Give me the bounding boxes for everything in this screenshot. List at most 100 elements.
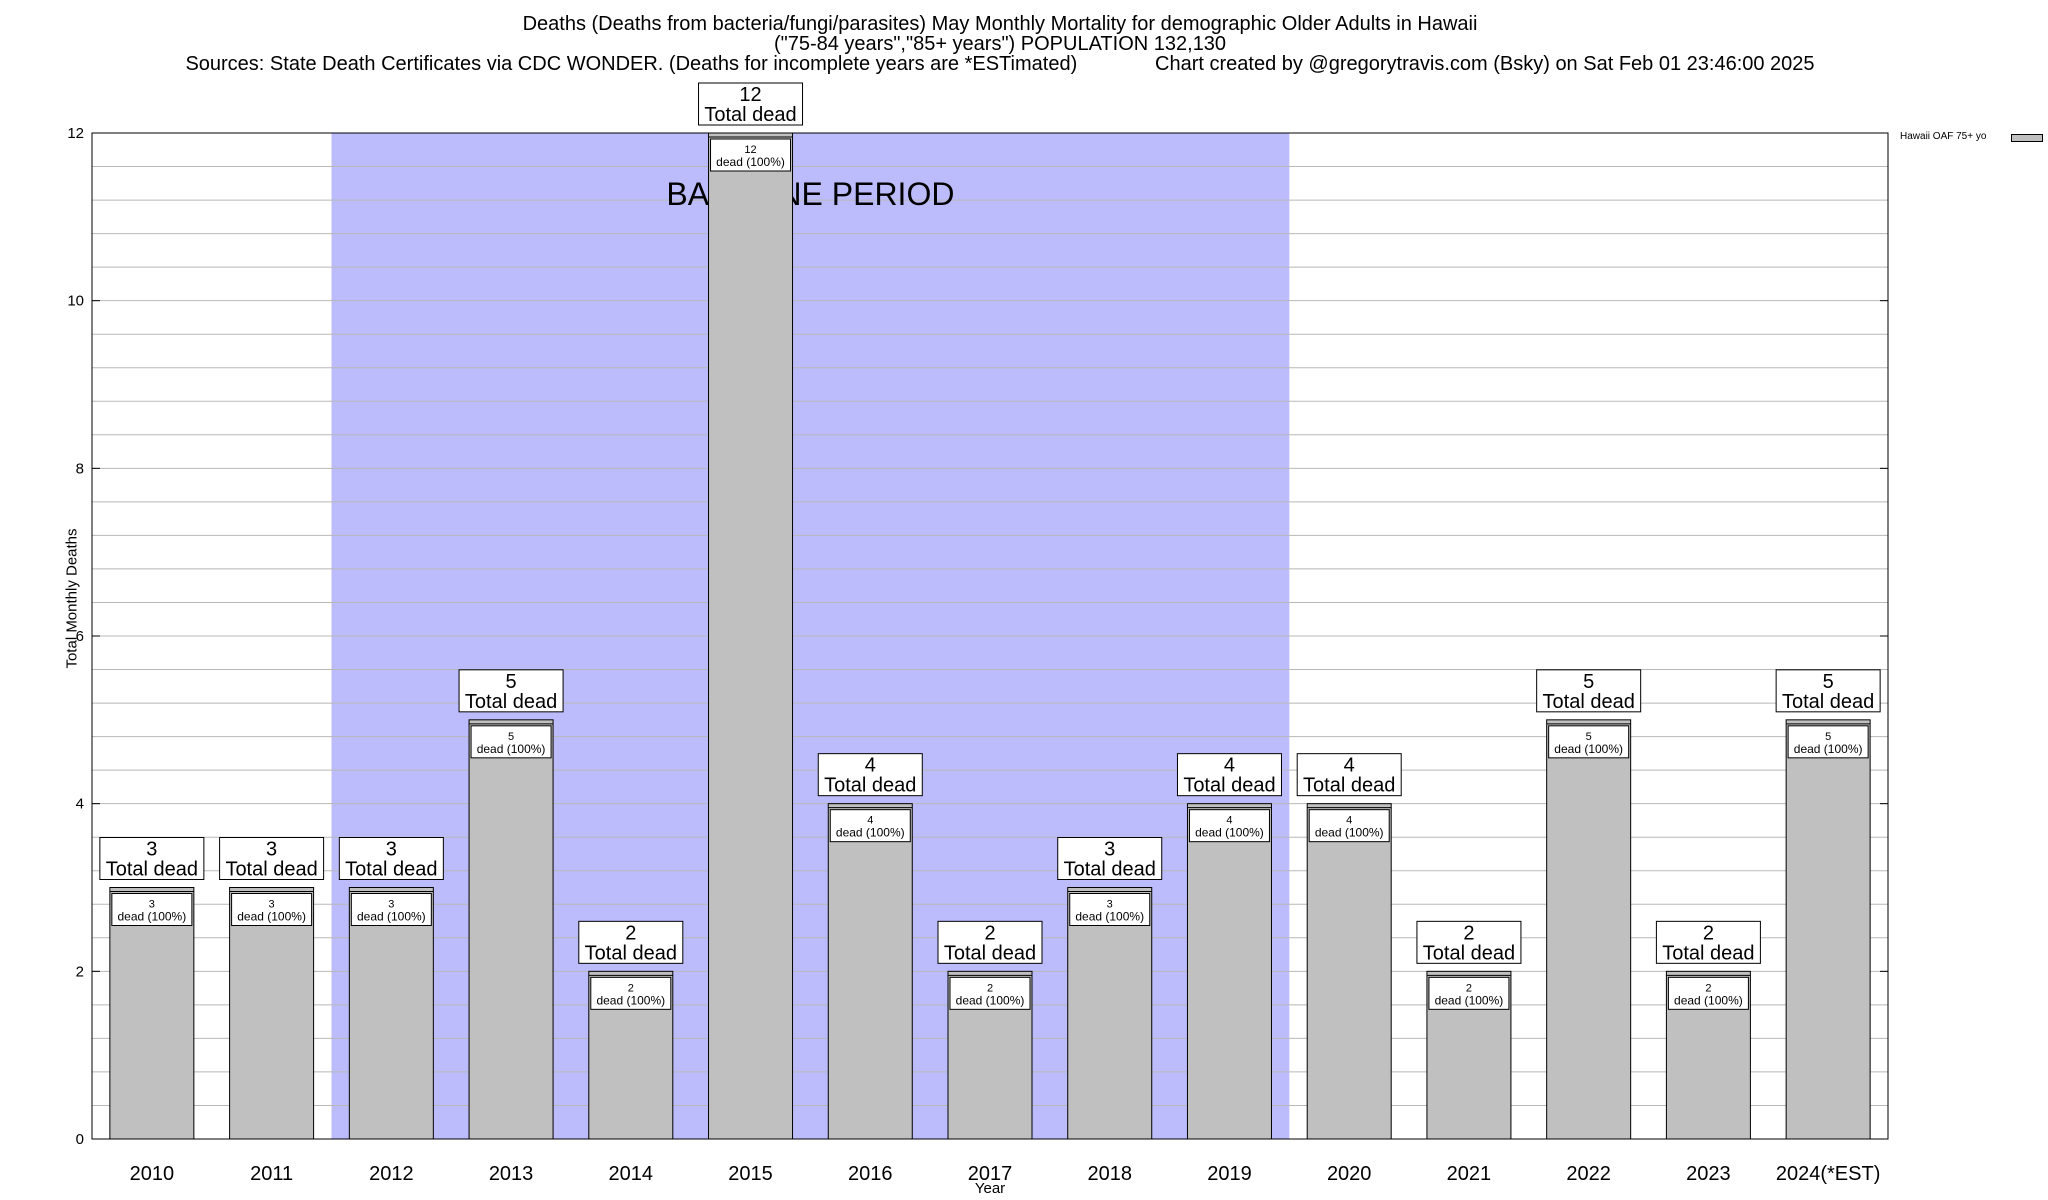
bar-inner-label-box xyxy=(590,976,672,1010)
bar-total-label: Total dead xyxy=(704,104,796,126)
chart-subtitle: ("75-84 years","85+ years") POPULATION 1… xyxy=(773,33,1227,55)
bar xyxy=(1067,887,1153,1140)
bar-inner-label-box xyxy=(949,976,1031,1010)
bar-value-label: 2 xyxy=(625,922,636,944)
bar-inner-label: dead (100%) xyxy=(1435,993,1504,1007)
bar-inner-label: dead (100%) xyxy=(1195,826,1264,840)
bar-inner-value: 2 xyxy=(987,982,993,994)
x-tick-label: 2010 xyxy=(130,1163,175,1185)
bar-top-label-box xyxy=(99,837,205,880)
bar-inner-value: 4 xyxy=(1226,815,1232,827)
bar-top-label-box xyxy=(817,753,923,797)
bar-top-label-box xyxy=(1176,753,1282,797)
x-tick-label: 2017 xyxy=(968,1163,1013,1185)
bar xyxy=(348,887,434,1140)
bar-inner-value: 5 xyxy=(1586,731,1592,743)
bar-inner-label: dead (100%) xyxy=(357,910,426,924)
bar-top-label-box xyxy=(219,837,325,880)
bar-total-label: Total dead xyxy=(1183,775,1275,797)
bar-inner-label: dead (100%) xyxy=(1794,742,1863,756)
bar-inner-label-box xyxy=(710,138,792,172)
bar-inner-label-box xyxy=(1308,809,1390,843)
bar-inner-label: dead (100%) xyxy=(1674,993,1743,1007)
bar-value-label: 3 xyxy=(1104,839,1115,861)
x-tick-label: 2012 xyxy=(369,1163,414,1185)
x-tick-label: 2021 xyxy=(1447,1163,1492,1185)
bar xyxy=(229,887,315,1140)
y-tick-label: 10 xyxy=(67,293,84,310)
bar xyxy=(1546,719,1632,1140)
bar xyxy=(1306,803,1392,1140)
bar-value-label: 3 xyxy=(386,839,397,861)
bar-value-label: 5 xyxy=(506,671,517,693)
x-tick-label: 2013 xyxy=(489,1163,534,1185)
y-tick-label: 12 xyxy=(67,125,84,142)
x-tick-label: 2023 xyxy=(1686,1163,1731,1185)
legend-label: Hawaii OAF 75+ yo xyxy=(1900,131,1987,142)
bar-inner-label: dead (100%) xyxy=(1315,826,1384,840)
bar-value-label: 3 xyxy=(146,839,157,861)
bar-total-label: Total dead xyxy=(1064,859,1156,881)
bar-top-label-box xyxy=(1775,669,1881,713)
x-tick-label: 2020 xyxy=(1327,1163,1372,1185)
bar-inner-value: 3 xyxy=(149,899,155,911)
bar-inner-label-box xyxy=(231,893,313,926)
bar-value-label: 12 xyxy=(739,84,761,106)
bar-top-label-box xyxy=(1296,753,1402,797)
y-tick-label: 4 xyxy=(76,796,84,813)
bar-total-label: Total dead xyxy=(1662,942,1754,964)
x-tick-label: 2022 xyxy=(1566,1163,1611,1185)
bar-inner-value: 2 xyxy=(1466,982,1472,994)
x-tick-label: 2011 xyxy=(250,1163,293,1185)
y-tick-label: 2 xyxy=(76,963,84,980)
bar-inner-label-box xyxy=(829,809,911,843)
bar-total-label: Total dead xyxy=(1303,775,1395,797)
bar-top-label-box xyxy=(1655,920,1761,964)
bar-value-label: 4 xyxy=(1344,755,1355,777)
bar-total-label: Total dead xyxy=(944,942,1036,964)
bar-total-label: Total dead xyxy=(465,691,557,713)
bar-inner-value: 2 xyxy=(628,982,634,994)
bar-value-label: 4 xyxy=(865,755,876,777)
x-tick-label: 2019 xyxy=(1207,1163,1252,1185)
bar-top-label-box xyxy=(458,669,564,713)
bar-inner-label-box xyxy=(1188,809,1270,843)
bar xyxy=(468,719,554,1140)
bar-total-label: Total dead xyxy=(1782,691,1874,713)
bar-inner-label: dead (100%) xyxy=(118,910,187,924)
bar-value-label: 5 xyxy=(1823,671,1834,693)
bar-inner-label-box xyxy=(111,893,193,926)
bar-inner-label-box xyxy=(350,893,432,926)
bar-top-label-box xyxy=(578,920,684,964)
bar-value-label: 2 xyxy=(1703,922,1714,944)
bar-inner-label: dead (100%) xyxy=(1554,742,1623,756)
x-axis-label: Year xyxy=(974,1180,1006,1197)
bar xyxy=(827,803,913,1140)
bar-inner-label: dead (100%) xyxy=(956,993,1025,1007)
bar-inner-label: dead (100%) xyxy=(836,826,905,840)
bar-inner-label-box xyxy=(1548,725,1630,759)
bar-top-label-box xyxy=(1416,920,1522,964)
bar-inner-value: 3 xyxy=(388,899,394,911)
bar-inner-label: dead (100%) xyxy=(477,742,546,756)
bar-value-label: 2 xyxy=(1463,922,1474,944)
bar-value-label: 4 xyxy=(1224,755,1235,777)
bar-total-label: Total dead xyxy=(345,859,437,881)
y-tick-label: 6 xyxy=(76,628,84,645)
bar-inner-label: dead (100%) xyxy=(237,910,306,924)
bar-inner-label-box xyxy=(1069,893,1151,926)
y-axis-label: Total Monthly Deaths xyxy=(63,528,81,669)
bar-inner-value: 4 xyxy=(867,815,873,827)
bar-top-label-box xyxy=(937,920,1043,964)
bar-total-label: Total dead xyxy=(824,775,916,797)
x-tick-label: 2018 xyxy=(1087,1163,1132,1185)
bar-inner-value: 2 xyxy=(1705,982,1711,994)
x-tick-label: 2016 xyxy=(848,1163,893,1185)
bar-inner-label: dead (100%) xyxy=(596,993,665,1007)
bar-value-label: 2 xyxy=(984,922,995,944)
bar-total-label: Total dead xyxy=(1543,691,1635,713)
bar-inner-value: 12 xyxy=(744,144,756,156)
y-tick-label: 8 xyxy=(76,460,84,477)
bar-top-label-box xyxy=(698,82,804,126)
bar-value-label: 5 xyxy=(1583,671,1594,693)
